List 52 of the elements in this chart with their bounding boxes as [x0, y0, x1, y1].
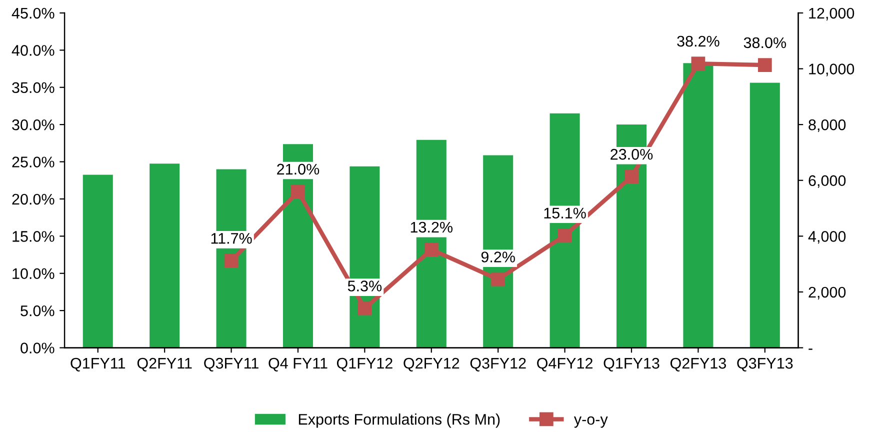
y-tick-label: 45.0% [12, 8, 54, 19]
x-tick-label: Q1FY12 [336, 358, 392, 372]
bar [82, 174, 113, 348]
point [291, 184, 305, 198]
y2-tick-label: 2,000 [808, 286, 846, 300]
data-label: 21.0% [277, 164, 320, 175]
x-tick-label: Q1FY13 [604, 358, 660, 372]
point [358, 301, 372, 316]
x-tick-label: Q1FY11 [70, 358, 126, 372]
point [424, 242, 438, 256]
y-tick-label: 0.0% [20, 342, 54, 354]
y-tick-label: 35.0% [12, 82, 54, 94]
data-label: 13.2% [410, 222, 453, 233]
y-tick-label: 30.0% [12, 119, 54, 130]
point [624, 170, 638, 184]
y-tick-label: 15.0% [12, 231, 54, 242]
y2-tick-label: 6,000 [808, 175, 846, 188]
x-tick-label: Q2FY13 [670, 358, 726, 372]
data-label: 38.2% [677, 36, 720, 47]
data-label: 5.3% [348, 280, 382, 292]
data-label: 15.1% [544, 208, 586, 219]
legend-label: Exports Formulations (Rs Mn) [298, 414, 500, 428]
x-tick-label: Q4FY12 [537, 358, 592, 372]
point [758, 58, 772, 72]
x-tick-label: Q3FY13 [737, 358, 793, 372]
x-tick-label: Q4 FY11 [268, 358, 328, 372]
x-tick-label: Q3FY12 [470, 358, 526, 372]
y2-tick-label: 12,000 [809, 8, 854, 20]
bar [150, 164, 180, 348]
data-label: 23.0% [610, 148, 653, 160]
y-tick-label: 40.0% [12, 45, 54, 56]
y2-tick-label: 4,000 [808, 231, 846, 244]
point [491, 272, 506, 286]
data-label: 38.0% [744, 37, 786, 48]
y-tick-label: 25.0% [12, 156, 54, 168]
point [224, 254, 238, 268]
data-label: 11.7% [211, 233, 252, 244]
y-tick-label: 5.0% [20, 305, 54, 316]
y-tick-label: 10.0% [12, 268, 54, 280]
bar [683, 63, 714, 348]
point [558, 228, 572, 242]
y2-tick-label: - [808, 348, 812, 350]
y-tick-label: 20.0% [12, 194, 54, 205]
data-label: 9.2% [481, 252, 515, 262]
x-tick-label: Q2FY12 [404, 358, 460, 372]
y2-tick-label: 8,000 [808, 119, 846, 132]
legend-label: y-o-y [574, 416, 608, 428]
x-tick-label: Q2FY11 [137, 358, 192, 372]
x-tick-label: Q3FY11 [204, 358, 258, 372]
y2-tick-label: 10,000 [809, 64, 854, 76]
bar [750, 82, 780, 348]
point [691, 56, 706, 70]
